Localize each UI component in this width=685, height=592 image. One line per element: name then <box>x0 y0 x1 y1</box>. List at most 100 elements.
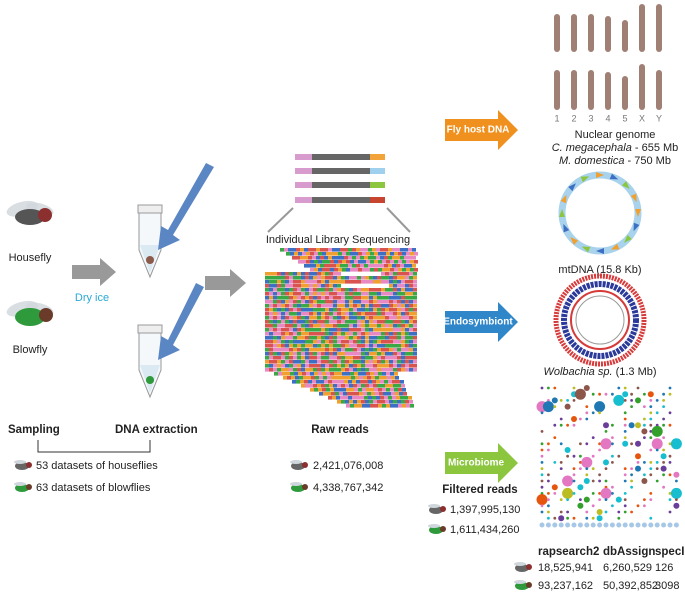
base <box>349 288 353 292</box>
base <box>321 292 325 296</box>
base <box>409 336 413 340</box>
base <box>409 296 413 300</box>
base <box>337 316 341 320</box>
step: Sampling <box>8 424 60 436</box>
base <box>377 360 381 364</box>
base <box>305 280 309 284</box>
base <box>405 400 409 404</box>
base <box>329 312 333 316</box>
read-count: 2,421,076,008 <box>313 460 383 472</box>
base <box>277 324 281 328</box>
chromosome <box>554 14 560 52</box>
bubble <box>562 487 574 499</box>
base <box>289 300 293 304</box>
base <box>333 336 337 340</box>
bubble <box>547 479 550 483</box>
base <box>387 376 391 380</box>
base <box>349 344 353 348</box>
base <box>409 276 413 280</box>
base <box>337 364 341 368</box>
base <box>413 336 417 340</box>
base <box>373 356 377 360</box>
base <box>281 296 285 300</box>
base <box>285 308 289 312</box>
base <box>357 316 361 320</box>
base <box>381 324 385 328</box>
base <box>393 328 397 332</box>
base <box>309 308 313 312</box>
base <box>277 320 281 324</box>
base <box>305 308 309 312</box>
base <box>337 308 341 312</box>
label: mtDNA (15.8 Kb) <box>558 264 641 276</box>
base <box>338 268 342 272</box>
base <box>389 304 393 308</box>
fly-small <box>428 504 446 514</box>
base <box>293 284 297 288</box>
bubble <box>600 438 612 450</box>
bubble <box>630 392 633 396</box>
base <box>325 360 329 364</box>
base <box>309 332 313 336</box>
base <box>342 252 346 256</box>
base <box>377 320 381 324</box>
base <box>325 336 329 340</box>
base <box>334 252 338 256</box>
bubble <box>591 492 595 495</box>
base <box>322 268 326 272</box>
base <box>380 380 384 384</box>
base <box>369 364 373 368</box>
base <box>382 388 386 392</box>
base <box>301 288 305 292</box>
bubble <box>551 397 558 404</box>
species: M. domestica <box>559 155 624 167</box>
base <box>389 280 393 284</box>
base <box>321 288 325 292</box>
bubble <box>615 496 622 503</box>
base <box>329 300 333 304</box>
base <box>357 292 361 296</box>
base <box>273 368 277 372</box>
base <box>277 328 281 332</box>
base <box>328 256 332 260</box>
bubble <box>553 492 557 495</box>
base <box>317 328 321 332</box>
base <box>405 356 409 360</box>
base <box>353 288 357 292</box>
base <box>401 284 405 288</box>
base <box>301 332 305 336</box>
base <box>293 332 297 336</box>
base <box>296 256 300 260</box>
base <box>335 392 339 396</box>
base <box>281 324 285 328</box>
base <box>309 324 313 328</box>
base <box>293 328 297 332</box>
bubble <box>655 411 659 415</box>
bubble <box>643 498 646 501</box>
base <box>295 376 299 380</box>
bubble <box>540 448 544 452</box>
base <box>337 288 341 292</box>
base <box>361 296 365 300</box>
base <box>386 260 390 264</box>
base <box>289 348 293 352</box>
base <box>357 304 361 308</box>
base <box>365 280 369 284</box>
base <box>265 296 269 300</box>
bubble <box>585 417 589 421</box>
base <box>397 400 401 404</box>
base <box>329 308 333 312</box>
base <box>404 264 408 268</box>
base <box>309 344 313 348</box>
base <box>309 356 313 360</box>
base <box>339 376 343 380</box>
base <box>273 328 277 332</box>
base <box>384 256 388 260</box>
bubble <box>572 473 576 477</box>
base <box>326 388 330 392</box>
base <box>269 272 273 276</box>
base <box>294 252 298 256</box>
base <box>289 284 293 288</box>
bubble <box>647 391 654 398</box>
base <box>277 308 281 312</box>
